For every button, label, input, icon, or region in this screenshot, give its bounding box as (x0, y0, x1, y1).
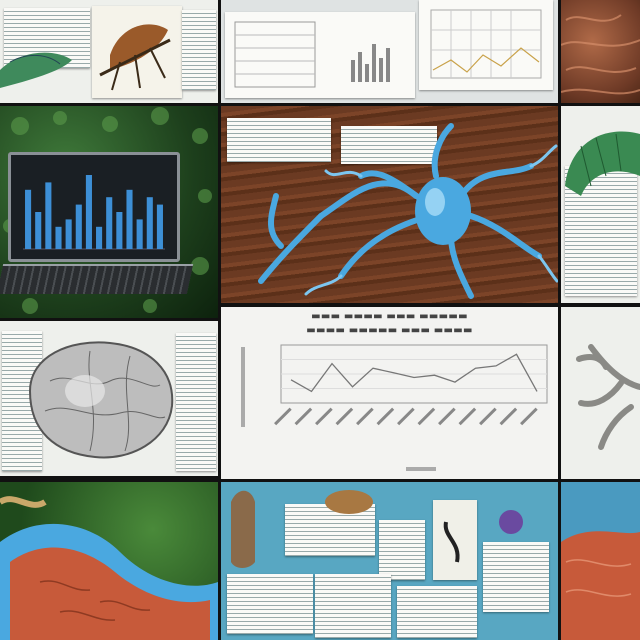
laptop-bar (85, 175, 92, 249)
laptop-bar (156, 204, 163, 249)
grey-coral-icon (576, 344, 640, 450)
laptop-bar (106, 197, 113, 249)
x-tick-label-illegible (520, 407, 538, 426)
laptop-screen (8, 152, 180, 262)
laptop-bar (146, 197, 153, 249)
green-specimen-icon (565, 131, 640, 196)
pinned-paper (397, 586, 477, 638)
pinned-paper (315, 574, 391, 638)
x-tick-label-illegible (294, 407, 313, 426)
laptop-bar (65, 219, 72, 249)
pinned-paper (379, 520, 425, 580)
laptop-bar (55, 226, 62, 249)
series-line (290, 353, 538, 393)
x-tick-label-illegible (315, 407, 333, 426)
wood-paper-left (227, 118, 331, 162)
coral-texture-icon (561, 14, 640, 95)
x-tick-label-illegible (397, 407, 415, 426)
laptop-bar (116, 212, 123, 249)
tile-red-organism (561, 482, 640, 640)
x-axis-label-illegible (406, 467, 436, 471)
tile-red-blue-organism (0, 482, 218, 640)
chart-subtitle-illegible: ▬▬▬▬ ▬▬▬▬▬ ▬▬▬ ▬▬▬▬ (306, 325, 473, 336)
laptop-bar (45, 182, 52, 249)
tile-leaf-insects (0, 0, 218, 103)
x-tick-label-illegible (479, 407, 497, 426)
laptop-bar (35, 212, 42, 249)
x-tick-label-illegible (335, 407, 354, 426)
laptop-bar (136, 219, 143, 249)
pinned-paper (483, 542, 549, 612)
laptop-bar (96, 226, 103, 249)
tile-printed-charts (221, 0, 558, 103)
tile-brown-coral (561, 0, 640, 103)
line-chart-plot (241, 344, 548, 471)
tile-green-specimen (561, 106, 640, 303)
laptop-bar (126, 189, 133, 249)
laptop-bar (75, 204, 82, 249)
x-tick-label-illegible (499, 407, 518, 426)
red-organism-icon (561, 531, 640, 640)
x-tick-label-illegible (376, 407, 395, 426)
wood-paper-right (341, 126, 437, 164)
laptop-keyboard (0, 264, 194, 294)
pinned-paper (433, 500, 477, 580)
x-tick-label-illegible (274, 407, 292, 426)
red-blue-organism-icon (0, 496, 218, 640)
tile-laptop-chart (0, 106, 218, 318)
printed-chart-sheets (234, 9, 542, 88)
tile-organ-sketch (0, 321, 218, 476)
pinned-papers-decor (231, 490, 523, 568)
laptop-bar-chart (23, 175, 165, 250)
pinned-paper (227, 574, 313, 634)
leaf-insect-specimen-icon (0, 24, 171, 91)
blue-neuron-icon (258, 123, 558, 299)
laptop-bar (25, 189, 32, 249)
x-tick-label-illegible (417, 407, 436, 426)
tile-grey-coral (561, 307, 640, 479)
y-axis-label-illegible (241, 347, 245, 427)
chart-title-illegible: ▬▬▬ ▬▬▬▬ ▬▬▬ ▬▬▬▬▬ (311, 311, 468, 322)
x-tick-label-illegible (438, 407, 456, 426)
tile-pinned-papers (221, 482, 558, 640)
x-tick-label-illegible (356, 407, 374, 426)
organ-sketch-icon (28, 341, 174, 459)
pinned-paper (285, 504, 375, 556)
tile-neuron-wood (221, 106, 558, 303)
x-tick-label-illegible (458, 407, 477, 426)
tile-line-chart: ▬▬▬ ▬▬▬▬ ▬▬▬ ▬▬▬▬▬ ▬▬▬▬ ▬▬▬▬▬ ▬▬▬ ▬▬▬▬ (221, 307, 558, 479)
